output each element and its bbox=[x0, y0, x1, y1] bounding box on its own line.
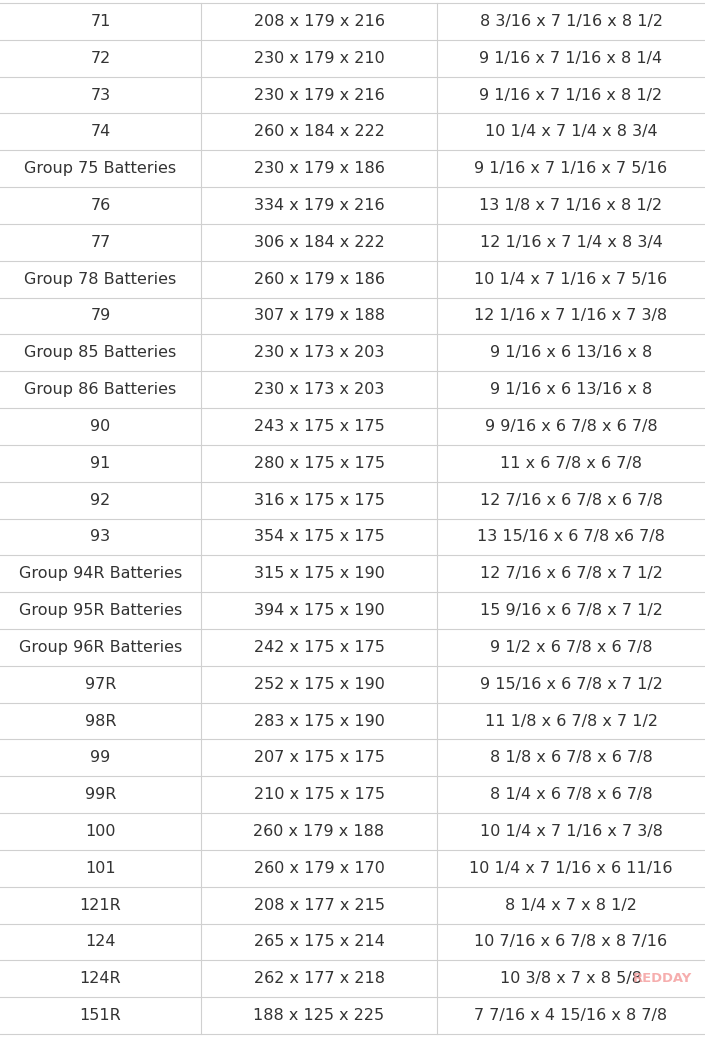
Text: 10 7/16 x 6 7/8 x 8 7/16: 10 7/16 x 6 7/8 x 8 7/16 bbox=[474, 934, 668, 950]
Text: 9 15/16 x 6 7/8 x 7 1/2: 9 15/16 x 6 7/8 x 7 1/2 bbox=[479, 677, 663, 692]
Text: 73: 73 bbox=[90, 87, 111, 103]
Text: 307 x 179 x 188: 307 x 179 x 188 bbox=[254, 308, 384, 324]
Text: 210 x 175 x 175: 210 x 175 x 175 bbox=[254, 787, 384, 803]
Text: 280 x 175 x 175: 280 x 175 x 175 bbox=[254, 456, 384, 471]
Text: 7 7/16 x 4 15/16 x 8 7/8: 7 7/16 x 4 15/16 x 8 7/8 bbox=[474, 1008, 668, 1024]
Text: 260 x 179 x 170: 260 x 179 x 170 bbox=[254, 861, 384, 876]
Text: 100: 100 bbox=[85, 824, 116, 839]
Text: 9 9/16 x 6 7/8 x 6 7/8: 9 9/16 x 6 7/8 x 6 7/8 bbox=[485, 419, 657, 433]
Text: Group 86 Batteries: Group 86 Batteries bbox=[25, 382, 176, 397]
Text: 11 x 6 7/8 x 6 7/8: 11 x 6 7/8 x 6 7/8 bbox=[500, 456, 642, 471]
Text: 260 x 184 x 222: 260 x 184 x 222 bbox=[254, 124, 384, 139]
Text: 262 x 177 x 218: 262 x 177 x 218 bbox=[254, 972, 384, 986]
Text: 8 1/4 x 7 x 8 1/2: 8 1/4 x 7 x 8 1/2 bbox=[505, 898, 637, 913]
Text: 316 x 175 x 175: 316 x 175 x 175 bbox=[254, 493, 384, 507]
Text: 8 1/4 x 6 7/8 x 6 7/8: 8 1/4 x 6 7/8 x 6 7/8 bbox=[490, 787, 652, 803]
Text: 79: 79 bbox=[90, 308, 111, 324]
Text: 101: 101 bbox=[85, 861, 116, 876]
Text: 13 1/8 x 7 1/16 x 8 1/2: 13 1/8 x 7 1/16 x 8 1/2 bbox=[479, 198, 663, 213]
Text: 10 1/4 x 7 1/16 x 7 3/8: 10 1/4 x 7 1/16 x 7 3/8 bbox=[479, 824, 663, 839]
Text: Group 78 Batteries: Group 78 Batteries bbox=[25, 272, 176, 286]
Text: REDDAY: REDDAY bbox=[632, 973, 692, 985]
Text: 252 x 175 x 190: 252 x 175 x 190 bbox=[254, 677, 384, 692]
Text: 9 1/16 x 6 13/16 x 8: 9 1/16 x 6 13/16 x 8 bbox=[490, 382, 652, 397]
Text: 124R: 124R bbox=[80, 972, 121, 986]
Text: 208 x 179 x 216: 208 x 179 x 216 bbox=[254, 13, 384, 29]
Text: 230 x 179 x 210: 230 x 179 x 210 bbox=[254, 51, 384, 65]
Text: 334 x 179 x 216: 334 x 179 x 216 bbox=[254, 198, 384, 213]
Text: 230 x 179 x 186: 230 x 179 x 186 bbox=[254, 161, 384, 176]
Text: 151R: 151R bbox=[80, 1008, 121, 1024]
Text: 306 x 184 x 222: 306 x 184 x 222 bbox=[254, 234, 384, 250]
Text: 9 1/16 x 7 1/16 x 8 1/4: 9 1/16 x 7 1/16 x 8 1/4 bbox=[479, 51, 663, 65]
Text: Group 96R Batteries: Group 96R Batteries bbox=[19, 640, 182, 655]
Text: 74: 74 bbox=[90, 124, 111, 139]
Text: 12 7/16 x 6 7/8 x 7 1/2: 12 7/16 x 6 7/8 x 7 1/2 bbox=[479, 566, 663, 581]
Text: 9 1/2 x 6 7/8 x 6 7/8: 9 1/2 x 6 7/8 x 6 7/8 bbox=[490, 640, 652, 655]
Text: 15 9/16 x 6 7/8 x 7 1/2: 15 9/16 x 6 7/8 x 7 1/2 bbox=[479, 604, 663, 618]
Text: 188 x 125 x 225: 188 x 125 x 225 bbox=[254, 1008, 384, 1024]
Text: 90: 90 bbox=[90, 419, 111, 433]
Text: 97R: 97R bbox=[85, 677, 116, 692]
Text: 260 x 179 x 186: 260 x 179 x 186 bbox=[254, 272, 384, 286]
Text: Group 95R Batteries: Group 95R Batteries bbox=[19, 604, 182, 618]
Text: 12 1/16 x 7 1/4 x 8 3/4: 12 1/16 x 7 1/4 x 8 3/4 bbox=[479, 234, 663, 250]
Text: 230 x 173 x 203: 230 x 173 x 203 bbox=[254, 382, 384, 397]
Text: 10 1/4 x 7 1/16 x 7 5/16: 10 1/4 x 7 1/16 x 7 5/16 bbox=[474, 272, 668, 286]
Text: 92: 92 bbox=[90, 493, 111, 507]
Text: 8 3/16 x 7 1/16 x 8 1/2: 8 3/16 x 7 1/16 x 8 1/2 bbox=[479, 13, 663, 29]
Text: 12 1/16 x 7 1/16 x 7 3/8: 12 1/16 x 7 1/16 x 7 3/8 bbox=[474, 308, 668, 324]
Text: 9 1/16 x 6 13/16 x 8: 9 1/16 x 6 13/16 x 8 bbox=[490, 345, 652, 360]
Text: 99: 99 bbox=[90, 751, 111, 765]
Text: 77: 77 bbox=[90, 234, 111, 250]
Text: 93: 93 bbox=[90, 530, 111, 544]
Text: 394 x 175 x 190: 394 x 175 x 190 bbox=[254, 604, 384, 618]
Text: 265 x 175 x 214: 265 x 175 x 214 bbox=[254, 934, 384, 950]
Text: Group 75 Batteries: Group 75 Batteries bbox=[25, 161, 176, 176]
Text: 260 x 179 x 188: 260 x 179 x 188 bbox=[254, 824, 384, 839]
Text: 72: 72 bbox=[90, 51, 111, 65]
Text: Group 85 Batteries: Group 85 Batteries bbox=[25, 345, 176, 360]
Text: 208 x 177 x 215: 208 x 177 x 215 bbox=[254, 898, 384, 913]
Text: 8 1/8 x 6 7/8 x 6 7/8: 8 1/8 x 6 7/8 x 6 7/8 bbox=[490, 751, 652, 765]
Text: 71: 71 bbox=[90, 13, 111, 29]
Text: 12 7/16 x 6 7/8 x 6 7/8: 12 7/16 x 6 7/8 x 6 7/8 bbox=[479, 493, 663, 507]
Text: 242 x 175 x 175: 242 x 175 x 175 bbox=[254, 640, 384, 655]
Text: 315 x 175 x 190: 315 x 175 x 190 bbox=[254, 566, 384, 581]
Text: 10 1/4 x 7 1/4 x 8 3/4: 10 1/4 x 7 1/4 x 8 3/4 bbox=[485, 124, 657, 139]
Text: 207 x 175 x 175: 207 x 175 x 175 bbox=[254, 751, 384, 765]
Text: Group 94R Batteries: Group 94R Batteries bbox=[19, 566, 182, 581]
Text: 124: 124 bbox=[85, 934, 116, 950]
Text: 91: 91 bbox=[90, 456, 111, 471]
Text: 10 3/8 x 7 x 8 5/8: 10 3/8 x 7 x 8 5/8 bbox=[500, 972, 642, 986]
Text: 98R: 98R bbox=[85, 713, 116, 729]
Text: 9 1/16 x 7 1/16 x 7 5/16: 9 1/16 x 7 1/16 x 7 5/16 bbox=[474, 161, 668, 176]
Text: 354 x 175 x 175: 354 x 175 x 175 bbox=[254, 530, 384, 544]
Text: 13 15/16 x 6 7/8 x6 7/8: 13 15/16 x 6 7/8 x6 7/8 bbox=[477, 530, 665, 544]
Text: 10 1/4 x 7 1/16 x 6 11/16: 10 1/4 x 7 1/16 x 6 11/16 bbox=[470, 861, 673, 876]
Text: 121R: 121R bbox=[80, 898, 121, 913]
Text: 230 x 179 x 216: 230 x 179 x 216 bbox=[254, 87, 384, 103]
Text: 76: 76 bbox=[90, 198, 111, 213]
Text: 99R: 99R bbox=[85, 787, 116, 803]
Text: 243 x 175 x 175: 243 x 175 x 175 bbox=[254, 419, 384, 433]
Text: 11 1/8 x 6 7/8 x 7 1/2: 11 1/8 x 6 7/8 x 7 1/2 bbox=[484, 713, 658, 729]
Text: 230 x 173 x 203: 230 x 173 x 203 bbox=[254, 345, 384, 360]
Text: 9 1/16 x 7 1/16 x 8 1/2: 9 1/16 x 7 1/16 x 8 1/2 bbox=[479, 87, 663, 103]
Text: 283 x 175 x 190: 283 x 175 x 190 bbox=[254, 713, 384, 729]
